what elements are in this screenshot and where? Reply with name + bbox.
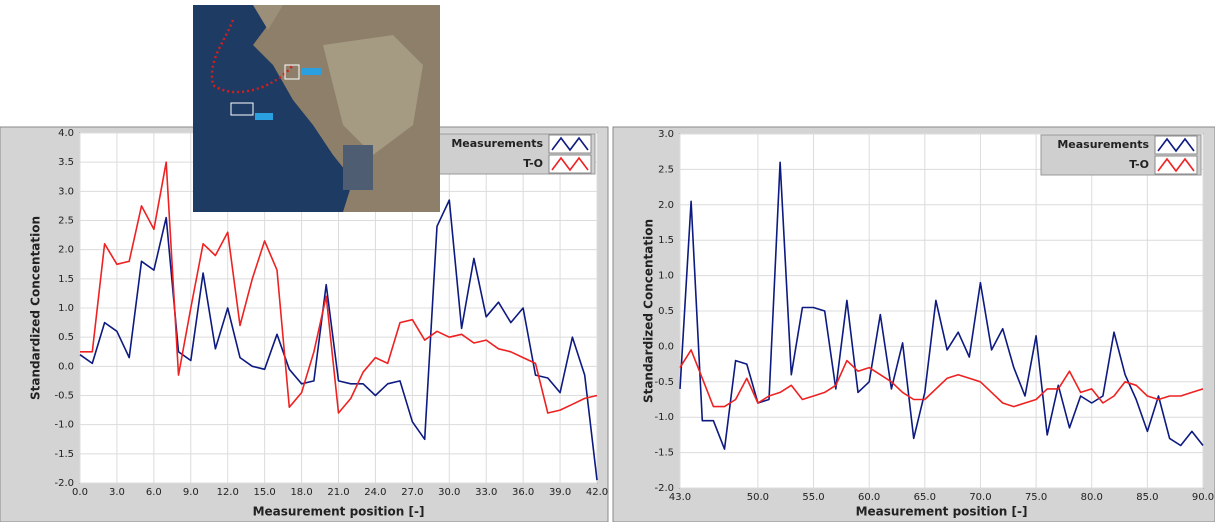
- x-tick-label: 55.0: [802, 492, 824, 503]
- y-tick-label: 0.5: [58, 332, 74, 343]
- y-tick-label: -0.5: [54, 391, 74, 402]
- x-tick-label: 33.0: [475, 487, 497, 498]
- y-tick-label: -1.5: [54, 449, 74, 460]
- y-tick-label: 1.0: [658, 271, 674, 282]
- x-axis-title: Measurement position [-]: [253, 505, 425, 519]
- legend-label: T-O: [523, 157, 543, 170]
- y-tick-label: 3.5: [58, 157, 74, 168]
- x-tick-label: 15.0: [254, 487, 276, 498]
- y-tick-label: 2.5: [658, 164, 674, 175]
- x-tick-label: 42.0: [586, 487, 608, 498]
- map-inset: [193, 5, 440, 212]
- y-tick-label: -1.0: [54, 420, 74, 431]
- site-tag: [255, 113, 273, 120]
- y-tick-label: 1.5: [58, 274, 74, 285]
- y-tick-label: -1.0: [654, 412, 674, 423]
- y-tick-label: 4.0: [58, 128, 74, 139]
- y-tick-label: 2.5: [58, 216, 74, 227]
- y-tick-label: 2.0: [58, 245, 74, 256]
- x-tick-label: 30.0: [438, 487, 460, 498]
- x-tick-label: 75.0: [1025, 492, 1047, 503]
- x-tick-label: 27.0: [401, 487, 423, 498]
- legend-label: T-O: [1129, 158, 1149, 171]
- x-tick-label: 50.0: [747, 492, 769, 503]
- x-tick-label: 36.0: [512, 487, 534, 498]
- y-tick-label: 0.0: [658, 341, 674, 352]
- x-tick-label: 0.0: [72, 487, 88, 498]
- y-tick-label: 3.0: [58, 186, 74, 197]
- y-tick-label: 0.5: [658, 306, 674, 317]
- x-tick-label: 21.0: [327, 487, 349, 498]
- x-axis-title: Measurement position [-]: [856, 505, 1028, 519]
- x-tick-label: 65.0: [914, 492, 936, 503]
- y-tick-label: 1.0: [58, 303, 74, 314]
- y-tick-label: -1.5: [654, 448, 674, 459]
- legend-label: Measurements: [451, 137, 543, 150]
- x-tick-label: 85.0: [1136, 492, 1158, 503]
- marina: [343, 145, 373, 190]
- x-tick-label: 70.0: [969, 492, 991, 503]
- x-tick-label: 60.0: [858, 492, 880, 503]
- x-tick-label: 3.0: [109, 487, 125, 498]
- x-tick-label: 90.0: [1192, 492, 1214, 503]
- site-tag: [301, 68, 321, 75]
- x-tick-label: 24.0: [364, 487, 386, 498]
- x-tick-label: 6.0: [146, 487, 162, 498]
- x-tick-label: 80.0: [1081, 492, 1103, 503]
- figure: -2.0-1.5-1.0-0.50.00.51.01.52.02.53.03.5…: [0, 0, 1215, 522]
- x-tick-label: 43.0: [669, 492, 691, 503]
- y-tick-label: 2.0: [658, 200, 674, 211]
- x-tick-label: 12.0: [217, 487, 239, 498]
- x-tick-label: 39.0: [549, 487, 571, 498]
- y-tick-label: -0.5: [654, 377, 674, 388]
- y-tick-label: 0.0: [58, 361, 74, 372]
- x-tick-label: 18.0: [290, 487, 312, 498]
- page: -2.0-1.5-1.0-0.50.00.51.01.52.02.53.03.5…: [0, 0, 1215, 522]
- legend-label: Measurements: [1057, 138, 1149, 151]
- y-axis-title: Standardized Concentation: [642, 219, 656, 403]
- y-tick-label: 3.0: [658, 129, 674, 140]
- x-tick-label: 9.0: [183, 487, 199, 498]
- y-axis-title: Standardized Concentation: [29, 216, 43, 400]
- y-tick-label: 1.5: [658, 235, 674, 246]
